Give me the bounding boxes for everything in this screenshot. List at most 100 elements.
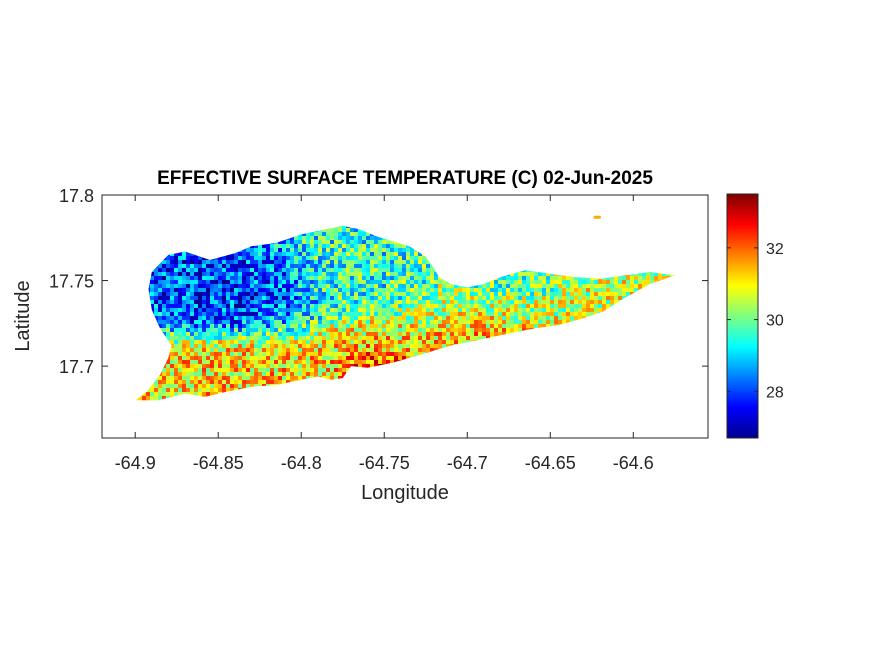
temperature-cell	[306, 360, 311, 365]
temperature-cell	[178, 348, 183, 353]
temperature-cell	[330, 364, 335, 369]
temperature-cell	[290, 328, 295, 333]
temperature-cell	[254, 352, 259, 357]
temperature-cell	[466, 356, 471, 361]
temperature-cell	[438, 360, 443, 365]
temperature-cell	[166, 312, 171, 317]
temperature-cell	[314, 308, 319, 313]
temperature-cell	[342, 225, 347, 229]
temperature-cell	[350, 356, 355, 361]
temperature-cell	[450, 372, 455, 377]
temperature-cell	[194, 228, 199, 233]
temperature-cell	[174, 240, 179, 245]
temperature-cell	[454, 336, 459, 341]
temperature-cell	[174, 332, 179, 337]
temperature-cell	[478, 368, 483, 373]
temperature-cell	[250, 356, 255, 361]
temperature-cell	[226, 296, 231, 301]
temperature-cell	[266, 372, 271, 377]
temperature-cell	[298, 340, 303, 345]
temperature-cell	[182, 228, 187, 233]
temperature-cell	[450, 316, 455, 321]
temperature-cell	[442, 280, 447, 285]
temperature-cell	[142, 348, 147, 353]
temperature-cell	[462, 248, 467, 253]
temperature-cell	[290, 324, 295, 329]
temperature-cell	[442, 232, 447, 237]
temperature-cell	[346, 256, 351, 261]
temperature-cell	[558, 276, 563, 281]
temperature-cell	[294, 252, 299, 257]
temperature-cell	[226, 220, 230, 224]
temperature-cell	[302, 324, 307, 329]
temperature-cell	[142, 352, 147, 357]
temperature-cell	[454, 396, 459, 401]
temperature-cell	[450, 388, 455, 393]
temperature-cell	[262, 320, 267, 325]
temperature-cell	[554, 288, 559, 293]
temperature-cell	[414, 225, 419, 229]
temperature-cell	[462, 276, 467, 281]
temperature-cell	[302, 284, 307, 289]
temperature-cell	[462, 220, 466, 224]
temperature-cell	[210, 336, 215, 341]
temperature-cell	[418, 384, 423, 389]
temperature-cell	[382, 268, 387, 273]
temperature-cell	[498, 376, 503, 381]
temperature-cell	[446, 232, 451, 237]
temperature-cell	[358, 256, 363, 261]
temperature-cell	[546, 376, 551, 381]
temperature-cell	[478, 396, 483, 401]
temperature-cell	[142, 344, 147, 349]
temperature-cell	[382, 260, 387, 265]
temperature-cell	[342, 320, 347, 325]
temperature-cell	[454, 376, 459, 381]
temperature-cell	[135, 312, 139, 317]
temperature-cell	[394, 352, 399, 357]
temperature-cell	[190, 312, 195, 317]
temperature-cell	[470, 392, 475, 397]
temperature-cell	[494, 376, 499, 381]
temperature-cell	[478, 268, 483, 273]
temperature-cell	[286, 304, 291, 309]
temperature-cell	[458, 304, 463, 309]
temperature-cell	[570, 228, 575, 233]
temperature-cell	[298, 244, 303, 249]
temperature-cell	[174, 340, 179, 345]
temperature-cell	[486, 324, 491, 329]
temperature-cell	[302, 376, 307, 381]
temperature-cell	[310, 336, 315, 341]
temperature-cell	[214, 372, 219, 377]
temperature-cell	[438, 372, 443, 377]
temperature-cell	[158, 368, 163, 373]
temperature-cell	[290, 312, 295, 317]
temperature-cell	[286, 396, 291, 401]
temperature-cell	[178, 380, 183, 385]
temperature-cell	[198, 312, 203, 317]
temperature-cell	[558, 340, 563, 345]
temperature-cell	[414, 384, 419, 389]
temperature-cell	[362, 372, 367, 377]
temperature-cell	[162, 260, 167, 265]
temperature-cell	[178, 244, 183, 249]
temperature-cell	[486, 332, 491, 337]
temperature-cell	[482, 240, 487, 245]
temperature-cell	[290, 356, 295, 361]
temperature-cell	[246, 328, 251, 333]
temperature-cell	[338, 228, 343, 233]
temperature-cell	[250, 300, 255, 305]
temperature-cell	[378, 296, 383, 301]
temperature-cell	[342, 360, 347, 365]
temperature-cell	[570, 356, 575, 361]
temperature-cell	[274, 392, 279, 397]
temperature-cell	[362, 320, 367, 325]
temperature-cell	[210, 272, 215, 277]
temperature-cell	[214, 364, 219, 369]
temperature-cell	[398, 396, 403, 401]
temperature-cell	[378, 220, 382, 224]
temperature-cell	[274, 272, 279, 277]
temperature-cell	[318, 388, 323, 393]
temperature-cell	[378, 284, 383, 289]
temperature-cell	[330, 244, 335, 249]
temperature-cell	[450, 264, 455, 269]
